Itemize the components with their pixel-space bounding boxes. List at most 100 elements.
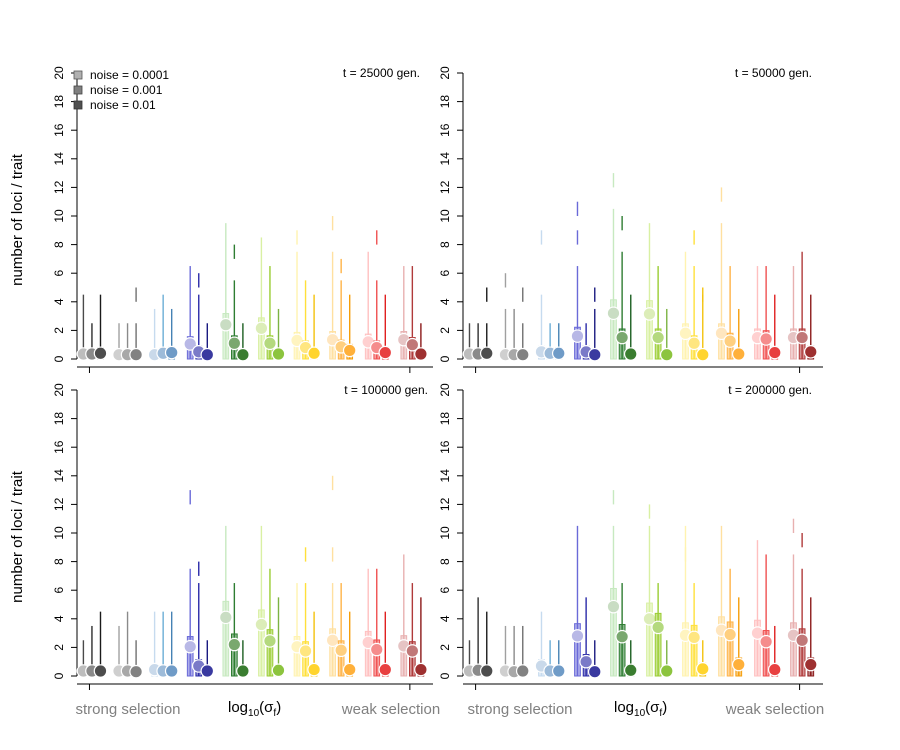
y-tick-label: 12: [438, 180, 452, 194]
mean-dot: [200, 347, 215, 362]
mean-dot: [378, 662, 393, 677]
x-axis-label-paren-sub: f: [659, 708, 662, 719]
y-tick-label: 10: [438, 526, 452, 540]
y-tick-label: 10: [52, 526, 66, 540]
panel-t100000: 0 2 4 6 8 10 12 14 16 18 20: [52, 383, 433, 690]
panel-t25000: 0 2 4 6 8 10 12 14 16 18 20: [52, 66, 433, 373]
mean-dot: [342, 343, 357, 358]
mean-dot: [263, 336, 277, 351]
mean-dot: [93, 346, 108, 361]
box: [574, 623, 581, 677]
mean-dot: [803, 345, 818, 359]
mean-dot: [369, 642, 384, 657]
y-tick-label: 8: [52, 558, 66, 565]
y-tick-label: 0: [52, 672, 66, 679]
mean-dot: [659, 347, 674, 362]
mean-dot: [254, 617, 269, 632]
y-tick-label: 4: [438, 298, 452, 305]
legend-label-2: noise = 0.001: [90, 83, 163, 97]
y-tick-label: 6: [438, 587, 452, 594]
panel-title-t50000: t = 50000 gen.: [735, 66, 812, 80]
mean-dot: [227, 336, 242, 351]
mean-dot: [731, 347, 746, 361]
y-axis-label-top: number of loci / trait: [9, 153, 26, 286]
y-tick-label: 14: [52, 152, 66, 166]
panel-title-t100000: t = 100000 gen.: [344, 383, 428, 397]
box: [762, 630, 770, 677]
x-axis-label-right: log10(σf): [614, 699, 667, 719]
y-tick-label: 12: [438, 497, 452, 511]
mean-dot: [587, 664, 602, 679]
mean-dot: [129, 664, 143, 679]
mean-dot: [271, 663, 286, 678]
mean-dot: [551, 664, 566, 678]
mean-dot: [164, 664, 179, 678]
y-axis-label-bottom: number of loci / trait: [9, 470, 26, 603]
mean-dot: [623, 663, 638, 678]
x-axis-label-log: log: [228, 699, 248, 716]
legend-swatch-1: [73, 70, 83, 80]
x-axis-label-left: log10(σf): [228, 699, 281, 719]
mean-dot: [183, 639, 198, 654]
mean-dot: [687, 336, 701, 351]
box: [646, 300, 653, 360]
mean-dot: [795, 330, 809, 345]
mean-dot: [271, 347, 286, 361]
mean-dot: [759, 634, 773, 649]
y-tick-label: 20: [438, 66, 452, 80]
box: [186, 636, 194, 677]
box: [690, 624, 698, 677]
mean-dot: [570, 329, 585, 343]
mean-dot: [803, 657, 818, 672]
mean-dot: [659, 664, 674, 678]
box: [266, 629, 274, 677]
mean-dot: [342, 662, 357, 677]
y-tick-label: 14: [52, 469, 66, 483]
mean-dot: [695, 662, 710, 676]
x-axis-label-paren-sub: f: [273, 708, 276, 719]
box: [302, 641, 309, 677]
y-tick-label: 16: [438, 123, 452, 137]
mean-dot: [298, 644, 313, 658]
mean-dot: [129, 347, 143, 362]
y-tick-label: 8: [438, 241, 452, 248]
mean-dot: [651, 330, 665, 345]
panel-title-t25000: t = 25000 gen.: [343, 66, 420, 80]
box: [222, 600, 230, 677]
y-tick-label: 18: [52, 95, 66, 109]
mean-dot: [579, 654, 593, 669]
y-tick-label: 16: [52, 440, 66, 454]
box: [222, 313, 230, 360]
mean-dot: [731, 657, 746, 672]
panel-t200000: 0 2 4 6 8 10 12 14 16 18 20: [438, 383, 823, 690]
box: [718, 616, 725, 677]
y-tick-label: 20: [438, 383, 452, 397]
box: [726, 621, 734, 677]
legend-label-1: noise = 0.0001: [90, 68, 169, 82]
mean-dot: [479, 664, 494, 678]
mean-dot: [651, 620, 665, 635]
y-tick-label: 12: [52, 180, 66, 194]
y-tick-label: 10: [52, 209, 66, 223]
mean-dot: [695, 347, 710, 362]
mean-dot: [606, 599, 621, 614]
box: [231, 633, 238, 677]
mean-dot: [414, 662, 428, 677]
mean-dot: [263, 634, 277, 648]
x-label-strong-right: strong selection: [467, 701, 572, 718]
mean-dot: [767, 662, 782, 677]
box: [258, 317, 265, 360]
mean-dot: [623, 347, 638, 361]
y-tick-label: 4: [52, 298, 66, 305]
box: [654, 612, 662, 677]
mean-dot: [515, 664, 530, 678]
x-axis-label-log-sub: 10: [634, 708, 646, 719]
mean-dot: [334, 643, 348, 658]
box: [293, 636, 301, 677]
mean-dot: [164, 345, 179, 360]
y-tick-label: 14: [438, 152, 452, 166]
mean-dot: [615, 330, 629, 345]
y-tick-label: 6: [438, 270, 452, 277]
mean-dot: [405, 644, 420, 658]
